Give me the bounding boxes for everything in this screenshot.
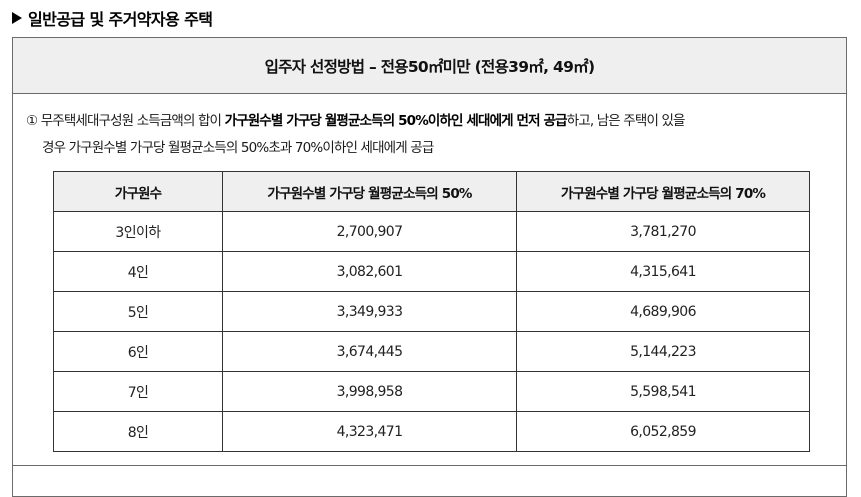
income-50-cell: 3,998,958	[222, 371, 517, 412]
income-50-cell: 4,323,471	[222, 411, 517, 452]
household-size-cell: 4인	[53, 251, 223, 292]
income-50-cell: 3,674,445	[222, 331, 517, 372]
description: ① 무주택세대구성원 소득금액의 합이 가구원수별 가구당 월평균소득의 50%…	[26, 108, 841, 162]
description-suffix: 하고, 남은 주택이 있을	[566, 113, 686, 129]
description-prefix: ① 무주택세대구성원 소득금액의 합이	[26, 113, 225, 129]
description-line-1: ① 무주택세대구성원 소득금액의 합이 가구원수별 가구당 월평균소득의 50%…	[26, 108, 841, 135]
table-row: 5인 3,349,933 4,689,906	[53, 291, 810, 332]
income-50-cell: 3,082,601	[222, 251, 517, 292]
triangle-bullet-icon	[12, 12, 22, 24]
income-70-cell: 3,781,270	[516, 211, 810, 252]
income-70-cell: 4,689,906	[516, 291, 810, 332]
household-size-cell: 6인	[53, 331, 223, 372]
header-income-50: 가구원수별 가구당 월평균소득의 50%	[222, 171, 517, 212]
income-50-cell: 2,700,907	[222, 211, 517, 252]
household-size-cell: 5인	[53, 291, 223, 332]
header-household-size: 가구원수	[53, 171, 223, 212]
selection-method-box: 입주자 선정방법 – 전용50㎡미만 (전용39㎡, 49㎡) ① 무주택세대구…	[12, 37, 847, 497]
section-title: 일반공급 및 주거약자용 주택	[12, 6, 213, 30]
income-70-cell: 5,598,541	[516, 371, 810, 412]
household-size-cell: 3인이하	[53, 211, 223, 252]
section-divider	[13, 465, 846, 466]
description-emphasis: 가구원수별 가구당 월평균소득의 50%이하인 세대에게 먼저 공급	[224, 113, 568, 129]
income-table: 가구원수 가구원수별 가구당 월평균소득의 50% 가구원수별 가구당 월평균소…	[53, 171, 810, 452]
section-title-text: 일반공급 및 주거약자용 주택	[28, 10, 213, 29]
table-row: 3인이하 2,700,907 3,781,270	[53, 211, 810, 252]
income-70-cell: 6,052,859	[516, 411, 810, 452]
household-size-cell: 7인	[53, 371, 223, 412]
header-income-70: 가구원수별 가구당 월평균소득의 70%	[516, 171, 810, 212]
income-70-cell: 4,315,641	[516, 251, 810, 292]
income-70-cell: 5,144,223	[516, 331, 810, 372]
household-size-cell: 8인	[53, 411, 223, 452]
description-line-2: 경우 가구원수별 가구당 월평균소득의 50%초과 70%이하인 세대에게 공급	[42, 140, 434, 156]
table-row: 4인 3,082,601 4,315,641	[53, 251, 810, 292]
box-header: 입주자 선정방법 – 전용50㎡미만 (전용39㎡, 49㎡)	[13, 38, 846, 94]
table-header-row: 가구원수 가구원수별 가구당 월평균소득의 50% 가구원수별 가구당 월평균소…	[53, 171, 810, 212]
table-row: 6인 3,674,445 5,144,223	[53, 331, 810, 372]
income-50-cell: 3,349,933	[222, 291, 517, 332]
table-row: 8인 4,323,471 6,052,859	[53, 411, 810, 452]
table-row: 7인 3,998,958 5,598,541	[53, 371, 810, 412]
